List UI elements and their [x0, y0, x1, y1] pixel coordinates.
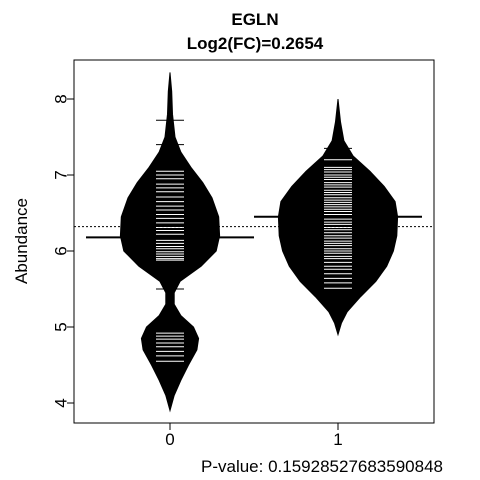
- y-tick-label: 8: [52, 94, 71, 103]
- y-tick-label: 5: [52, 322, 71, 331]
- bean-layer: [86, 72, 422, 413]
- y-tick-label: 4: [52, 398, 71, 407]
- x-tick-label: 1: [333, 430, 342, 449]
- bean-density-0: [119, 72, 221, 413]
- y-axis-label: Abundance: [12, 198, 31, 284]
- bean-group-0: [86, 72, 254, 413]
- chart-subtitle: Log2(FC)=0.2654: [187, 34, 324, 53]
- x-axis-label: P-value: 0.15928527683590848: [201, 457, 443, 476]
- y-tick-label: 7: [52, 170, 71, 179]
- y-tick-label: 6: [52, 246, 71, 255]
- bean-group-1: [254, 98, 422, 337]
- x-tick-label: 0: [165, 430, 174, 449]
- chart-title: EGLN: [231, 10, 278, 29]
- y-axis: 4 5 6 7 8: [52, 94, 75, 408]
